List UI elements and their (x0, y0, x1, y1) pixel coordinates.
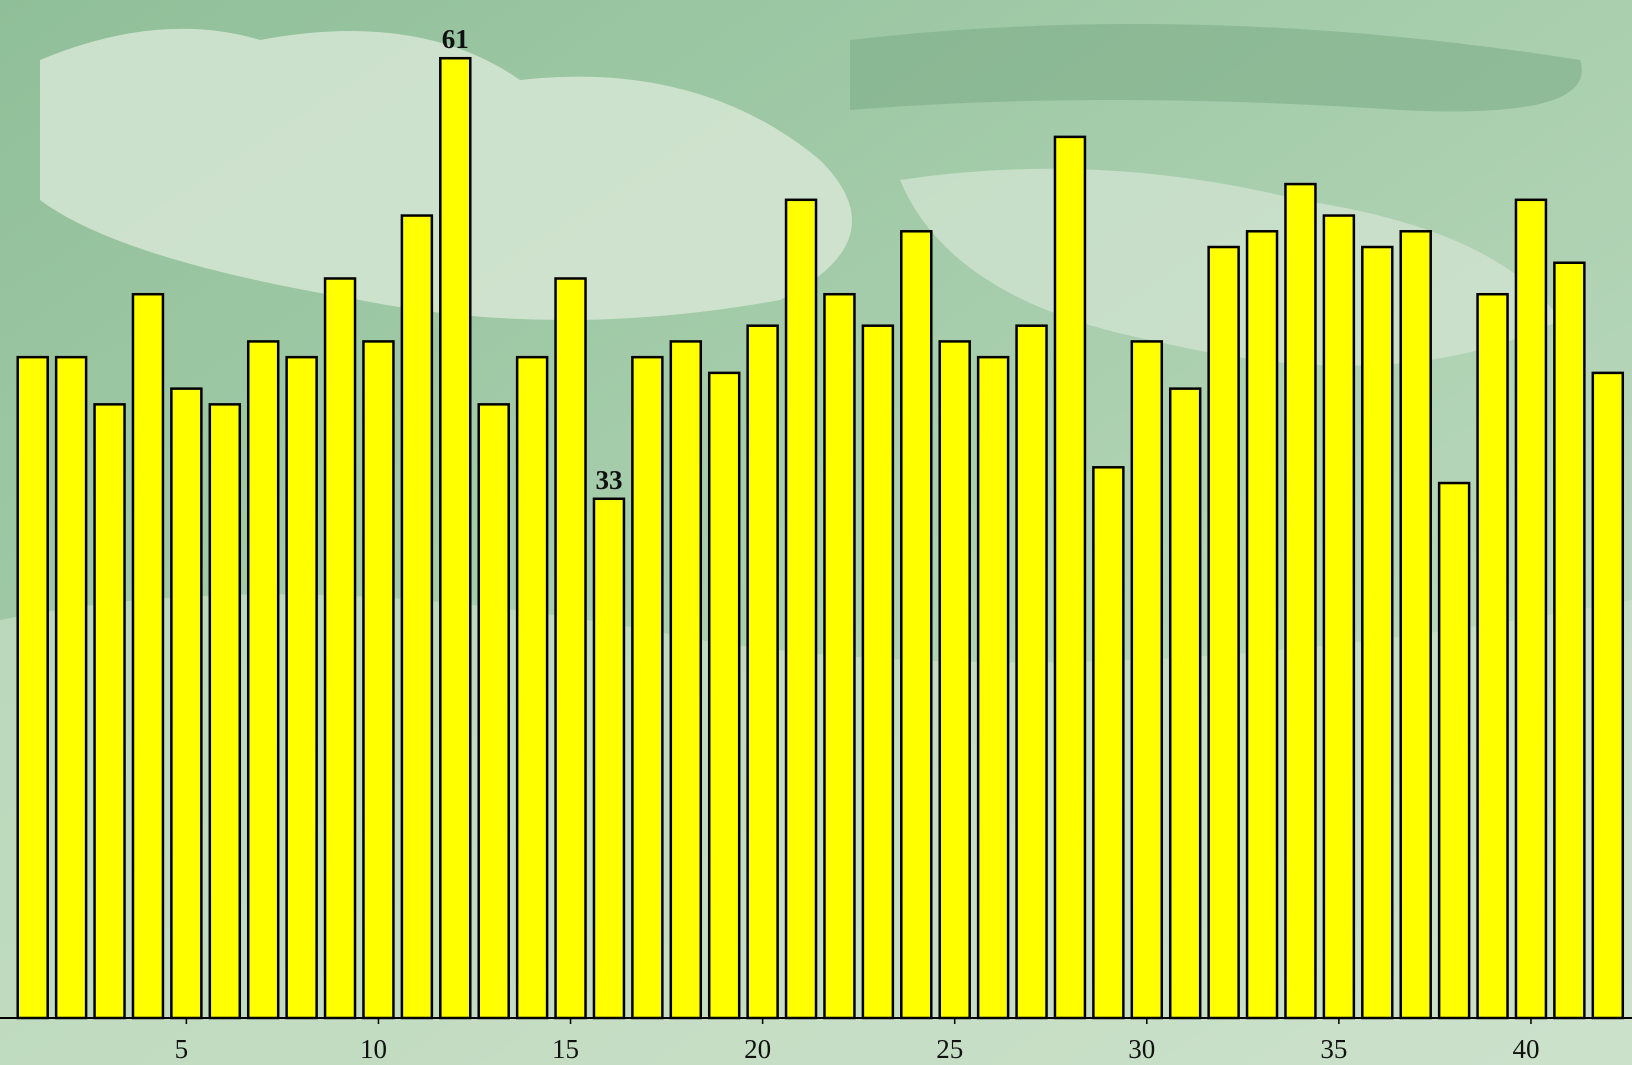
bar (439, 56, 472, 1020)
x-tick-label: 25 (936, 1034, 963, 1064)
bar (1514, 198, 1548, 1020)
x-tick-label: 10 (360, 1034, 387, 1064)
x-tick-label: 40 (1512, 1034, 1539, 1064)
bar (1015, 324, 1048, 1020)
bar (976, 355, 1010, 1020)
bar (477, 403, 510, 1020)
plot-area: 61 33 5 10 15 20 25 30 35 40 (0, 24, 1632, 1064)
x-tick-label: 5 (175, 1034, 189, 1064)
bar (746, 324, 779, 1020)
bar (400, 214, 434, 1020)
bar (1476, 292, 1509, 1020)
x-tick-label: 15 (552, 1034, 579, 1064)
bar (1437, 481, 1471, 1020)
bar (515, 355, 549, 1020)
bar (1245, 230, 1279, 1020)
bar (323, 277, 357, 1020)
bar (285, 355, 318, 1020)
bar (631, 355, 664, 1020)
bar (246, 340, 280, 1020)
bar (1361, 245, 1394, 1020)
bar (1053, 135, 1087, 1020)
value-label: 33 (595, 465, 622, 495)
x-tick-label: 35 (1320, 1034, 1347, 1064)
bar (823, 292, 856, 1020)
bar (131, 292, 165, 1020)
bar (1168, 387, 1202, 1020)
bar (1591, 371, 1625, 1020)
bar (362, 340, 395, 1020)
x-tick-label: 30 (1128, 1034, 1155, 1064)
bar (170, 387, 203, 1020)
bar (1322, 214, 1356, 1020)
bar (93, 403, 126, 1020)
bar (707, 371, 741, 1020)
bar (861, 324, 895, 1020)
bar (1399, 230, 1432, 1020)
bar (1207, 245, 1240, 1020)
value-label: 61 (442, 24, 469, 54)
bar (554, 277, 587, 1020)
bar (208, 403, 242, 1020)
bar (592, 497, 626, 1020)
bar (1092, 466, 1125, 1020)
bar (1130, 340, 1164, 1020)
bar (900, 230, 933, 1020)
bar (1284, 182, 1317, 1020)
background-shape (850, 24, 1582, 112)
bar (54, 355, 88, 1020)
bar (784, 198, 818, 1020)
bar (16, 355, 49, 1020)
bar (938, 340, 971, 1020)
x-tick-label: 20 (744, 1034, 771, 1064)
bar (669, 340, 703, 1020)
bar (1553, 261, 1586, 1020)
